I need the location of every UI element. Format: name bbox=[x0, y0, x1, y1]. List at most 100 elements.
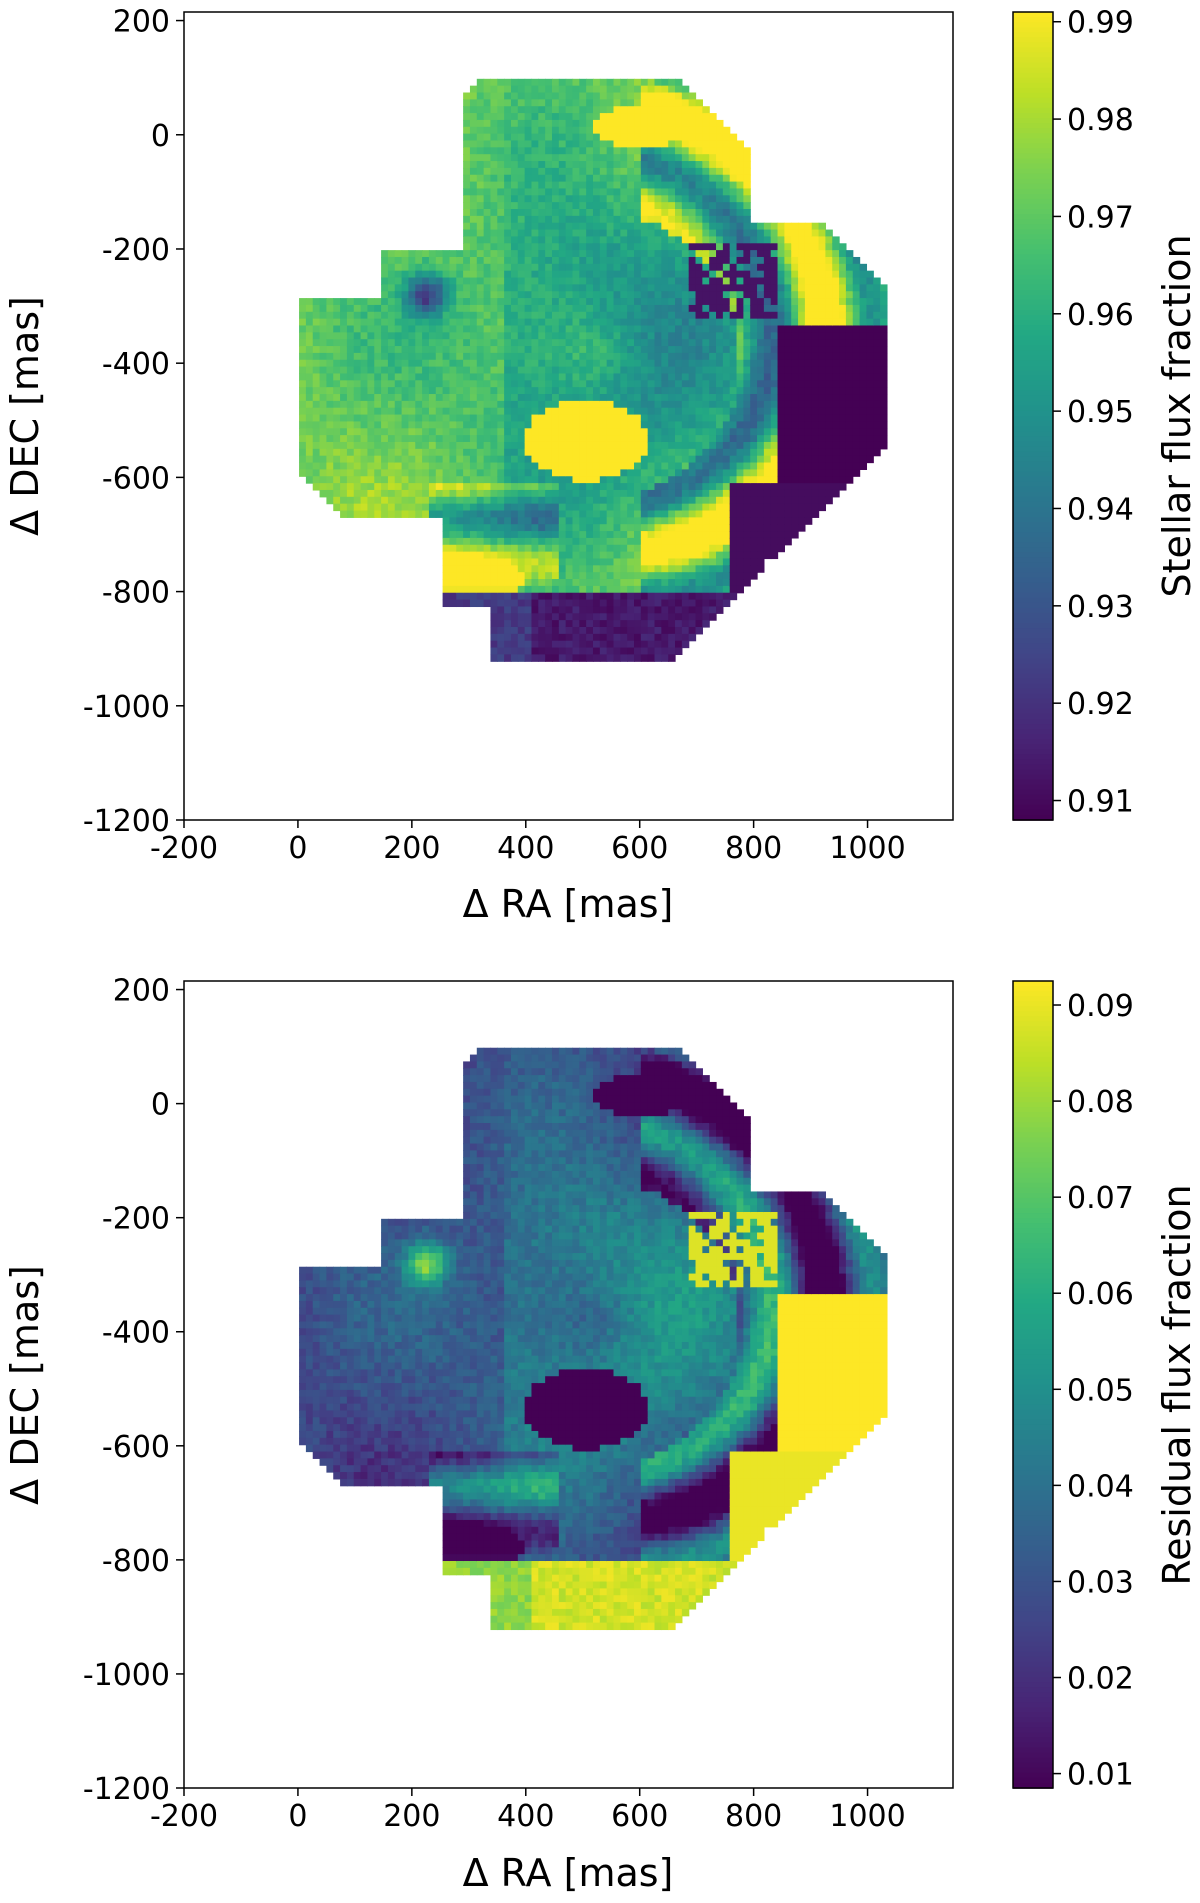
top-heatmap-cell bbox=[634, 380, 642, 388]
top-heatmap-cell bbox=[784, 243, 792, 251]
top-heatmap-cell bbox=[572, 92, 580, 100]
top-heatmap-cell bbox=[634, 613, 642, 621]
top-heatmap-cell bbox=[634, 373, 642, 381]
top-heatmap-cell bbox=[579, 620, 587, 628]
top-heatmap-cell bbox=[572, 544, 580, 553]
top-heatmap-cell bbox=[374, 352, 382, 361]
top-heatmap-cell bbox=[634, 462, 642, 470]
top-heatmap-cell bbox=[716, 435, 724, 443]
top-heatmap-cell bbox=[640, 544, 649, 553]
top-heatmap-cell bbox=[709, 311, 717, 320]
top-heatmap-cell bbox=[818, 496, 827, 505]
top-heatmap-cell bbox=[531, 298, 539, 306]
top-heatmap-cell bbox=[565, 558, 574, 566]
top-heatmap-cell bbox=[681, 537, 690, 546]
top-heatmap-cell bbox=[620, 332, 628, 340]
top-heatmap-cell bbox=[531, 181, 539, 190]
top-heatmap-cell bbox=[387, 414, 396, 423]
top-heatmap-cell bbox=[538, 476, 546, 484]
top-heatmap-cell bbox=[770, 421, 779, 429]
top-heatmap-cell bbox=[825, 359, 833, 368]
top-heatmap-cell bbox=[825, 346, 833, 354]
top-heatmap-cell bbox=[422, 469, 430, 477]
top-heatmap-cell bbox=[640, 524, 649, 532]
top-heatmap-cell bbox=[784, 387, 792, 395]
top-heatmap-cell bbox=[716, 277, 724, 285]
top-heatmap-cell bbox=[449, 414, 457, 423]
top-heatmap-cell bbox=[722, 222, 731, 231]
top-heatmap-cell bbox=[408, 380, 416, 388]
top-heatmap-cell bbox=[497, 503, 505, 512]
top-heatmap-cell bbox=[422, 339, 430, 347]
top-heatmap-cell bbox=[681, 332, 690, 340]
top-heatmap-cell bbox=[538, 633, 546, 642]
top-heatmap-cell bbox=[640, 489, 649, 498]
top-heatmap-cell bbox=[640, 462, 649, 470]
top-heatmap-cell bbox=[736, 250, 744, 258]
top-heatmap-cell bbox=[606, 592, 615, 601]
top-heatmap-cell bbox=[716, 352, 724, 361]
top-heatmap-cell bbox=[579, 188, 587, 196]
top-heatmap-cell bbox=[640, 510, 649, 518]
top-heatmap-cell bbox=[545, 558, 553, 566]
top-heatmap-cell bbox=[524, 469, 533, 477]
top-heatmap-cell bbox=[770, 400, 779, 409]
top-heatmap-cell bbox=[483, 544, 492, 553]
top-heatmap-cell bbox=[804, 394, 813, 402]
top-heatmap-cell bbox=[510, 99, 519, 107]
top-heatmap-cell bbox=[428, 256, 437, 265]
top-heatmap-cell bbox=[586, 284, 594, 292]
top-heatmap-cell bbox=[538, 531, 546, 539]
top-heatmap-cell bbox=[709, 174, 717, 183]
top-heatmap-cell bbox=[415, 510, 423, 518]
top-heatmap-cell bbox=[538, 407, 546, 416]
top-heatmap-cell bbox=[517, 496, 526, 505]
top-heatmap-cell bbox=[722, 174, 731, 183]
top-heatmap-cell bbox=[538, 558, 546, 566]
top-heatmap-cell bbox=[716, 119, 724, 128]
top-heatmap-cell bbox=[490, 421, 498, 429]
top-heatmap-cell bbox=[538, 565, 546, 573]
top-heatmap-cell bbox=[606, 606, 615, 614]
top-heatmap-cell bbox=[558, 455, 567, 464]
top-heatmap-cell bbox=[524, 613, 533, 621]
top-heatmap-cell bbox=[606, 585, 615, 594]
top-heatmap-cell bbox=[640, 366, 649, 375]
top-heatmap-cell bbox=[592, 380, 601, 388]
top-heatmap-cell bbox=[729, 537, 738, 546]
top-heatmap-cell bbox=[804, 243, 813, 251]
top-heatmap-cell bbox=[449, 263, 457, 272]
top-heatmap-cell bbox=[599, 551, 608, 560]
top-heatmap-cell bbox=[545, 620, 553, 628]
top-heatmap-cell bbox=[394, 380, 403, 388]
top-heatmap-cell bbox=[483, 592, 492, 601]
top-heatmap-cell bbox=[463, 291, 471, 299]
top-heatmap-cell bbox=[565, 277, 574, 285]
top-heatmap-cell bbox=[832, 435, 840, 443]
top-heatmap-cell bbox=[709, 579, 717, 587]
top-heatmap-cell bbox=[449, 339, 457, 347]
top-heatmap-cell bbox=[688, 373, 697, 381]
top-heatmap-cell bbox=[381, 332, 389, 340]
top-heatmap-cell bbox=[634, 435, 642, 443]
top-heatmap-cell bbox=[497, 517, 505, 525]
top-heatmap-cell bbox=[483, 448, 492, 457]
top-heatmap-cell bbox=[558, 174, 567, 183]
top-heatmap-cell bbox=[702, 387, 710, 395]
top-heatmap-cell bbox=[312, 476, 321, 484]
top-heatmap-cell bbox=[839, 435, 847, 443]
top-heatmap-cell bbox=[394, 462, 403, 470]
top-heatmap-cell bbox=[647, 106, 656, 114]
top-heatmap-cell bbox=[319, 346, 328, 354]
top-heatmap-cell bbox=[709, 154, 717, 162]
top-heatmap-cell bbox=[531, 489, 539, 498]
top-heatmap-cell bbox=[558, 592, 567, 601]
top-heatmap-cell bbox=[305, 325, 314, 333]
top-heatmap-cell bbox=[599, 435, 608, 443]
top-heatmap-cell bbox=[770, 455, 779, 464]
top-heatmap-cell bbox=[408, 483, 416, 491]
top-heatmap-cell bbox=[346, 311, 355, 320]
top-heatmap-cell bbox=[483, 551, 492, 560]
top-heatmap-cell bbox=[675, 119, 683, 128]
top-heatmap-cell bbox=[750, 298, 758, 306]
